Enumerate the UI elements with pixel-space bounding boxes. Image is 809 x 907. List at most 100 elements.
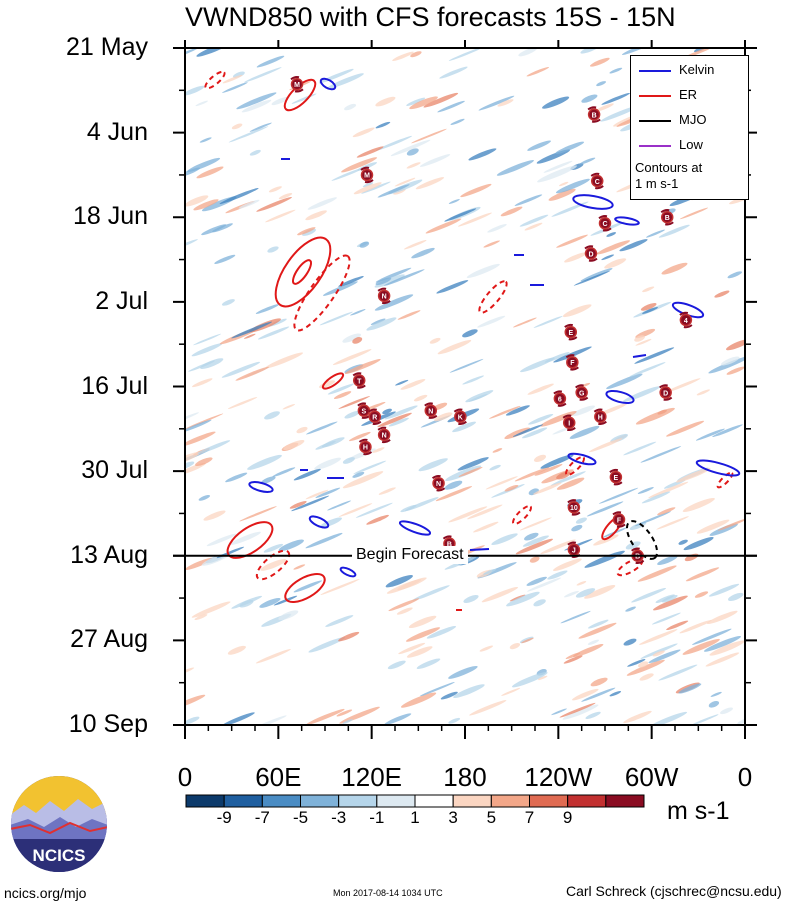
anomaly-patch xyxy=(321,437,345,448)
wave-contour xyxy=(339,566,357,578)
anomaly-patch xyxy=(375,96,396,107)
anomaly-patch xyxy=(342,719,353,724)
storm-label: N xyxy=(382,294,387,301)
anomaly-patch xyxy=(344,410,361,419)
anomaly-patch xyxy=(356,146,384,158)
anomaly-patch xyxy=(466,263,500,278)
anomaly-patch xyxy=(661,262,688,275)
storm-marker: 4 xyxy=(679,311,693,329)
wave-contour xyxy=(478,280,508,314)
anomaly-patch xyxy=(385,575,413,588)
storm-label: D xyxy=(588,251,593,258)
anomaly-patch xyxy=(448,665,478,679)
storm-marker: N xyxy=(424,402,438,419)
anomaly-patch xyxy=(696,519,730,534)
storm-marker: F xyxy=(565,354,579,371)
anomaly-patch xyxy=(717,518,745,531)
anomaly-patch xyxy=(453,684,485,698)
wave-contour xyxy=(284,573,326,603)
anomaly-patch xyxy=(491,533,518,546)
anomaly-patch xyxy=(469,700,507,716)
anomaly-patch xyxy=(448,199,460,204)
anomaly-patch xyxy=(423,92,459,108)
anomaly-patch xyxy=(588,438,623,453)
anomaly-patch xyxy=(537,675,548,681)
anomaly-patch xyxy=(375,135,413,151)
anomaly-patch xyxy=(598,487,639,504)
anomaly-patch xyxy=(555,178,590,194)
anomaly-patch xyxy=(264,411,280,420)
anomaly-patch xyxy=(228,126,269,143)
anomaly-patch xyxy=(273,595,298,606)
anomaly-patch xyxy=(197,440,231,454)
anomaly-patch xyxy=(483,240,500,248)
anomaly-patch xyxy=(529,556,540,563)
anomaly-patch xyxy=(444,208,477,222)
anomaly-patch xyxy=(497,99,514,107)
anomaly-patch xyxy=(196,48,233,57)
anomaly-patch xyxy=(225,472,248,483)
anomaly-patch xyxy=(596,81,607,87)
anomaly-patch xyxy=(296,426,308,434)
anomaly-patch xyxy=(293,468,321,481)
anomaly-patch xyxy=(710,691,722,697)
anomaly-patch xyxy=(588,619,609,629)
colorbar-tick-label: 3 xyxy=(448,808,458,827)
anomaly-patch xyxy=(601,92,630,105)
anomaly-patch xyxy=(374,294,414,311)
y-tick-label: 16 Jul xyxy=(81,371,148,400)
anomaly-patch xyxy=(191,601,231,618)
anomaly-patch xyxy=(652,650,665,657)
anomaly-patch xyxy=(448,506,488,523)
anomaly-patch xyxy=(282,404,296,410)
anomaly-patch xyxy=(481,586,519,603)
anomaly-patch xyxy=(652,612,681,625)
anomaly-patch xyxy=(185,48,199,57)
anomaly-patch xyxy=(512,424,544,437)
anomaly-patch xyxy=(708,700,720,708)
anomaly-patch xyxy=(185,167,201,177)
x-tick-label: 0 xyxy=(177,762,193,792)
anomaly-patch xyxy=(527,577,562,592)
storm-label: 6 xyxy=(558,396,562,403)
anomaly-patch xyxy=(519,214,549,227)
anomaly-patch xyxy=(555,141,585,155)
anomaly-patch xyxy=(185,239,198,249)
wave-contour xyxy=(274,236,332,308)
anomaly-patch xyxy=(562,704,599,720)
anomaly-patch xyxy=(338,396,370,409)
storm-label: E xyxy=(568,330,573,337)
storm-label: B xyxy=(592,112,597,119)
anomaly-patch xyxy=(214,254,236,264)
anomaly-patch xyxy=(519,517,552,531)
anomaly-patch xyxy=(375,277,392,286)
anomaly-patch xyxy=(590,677,608,687)
storm-label: T xyxy=(357,378,362,385)
storm-label: I xyxy=(568,421,570,428)
anomaly-patch xyxy=(291,495,330,512)
anomaly-patch xyxy=(185,195,209,207)
anomaly-patch xyxy=(559,702,596,718)
anomaly-patch xyxy=(203,510,226,521)
anomaly-patch xyxy=(370,318,386,326)
anomaly-patch xyxy=(626,659,665,676)
wave-contour xyxy=(565,456,585,476)
colorbar-swatch xyxy=(605,794,645,808)
anomaly-patch xyxy=(192,378,213,388)
anomaly-patch xyxy=(514,194,543,206)
storm-label: N xyxy=(382,433,387,440)
anomaly-patch xyxy=(465,390,494,403)
y-tick-label: 30 Jul xyxy=(81,456,148,485)
anomaly-patch xyxy=(487,224,507,233)
anomaly-patch xyxy=(283,440,305,450)
anomaly-patch xyxy=(581,94,598,103)
anomaly-patch xyxy=(569,425,600,439)
storm-marker: I xyxy=(562,414,576,432)
anomaly-patch xyxy=(452,421,476,433)
anomaly-patch xyxy=(457,457,489,471)
legend-note-line: 1 m s-1 xyxy=(635,176,679,191)
anomaly-patch xyxy=(413,394,428,402)
legend-swatch xyxy=(639,145,671,147)
anomaly-patch xyxy=(571,405,596,417)
anomaly-patch xyxy=(548,188,576,201)
